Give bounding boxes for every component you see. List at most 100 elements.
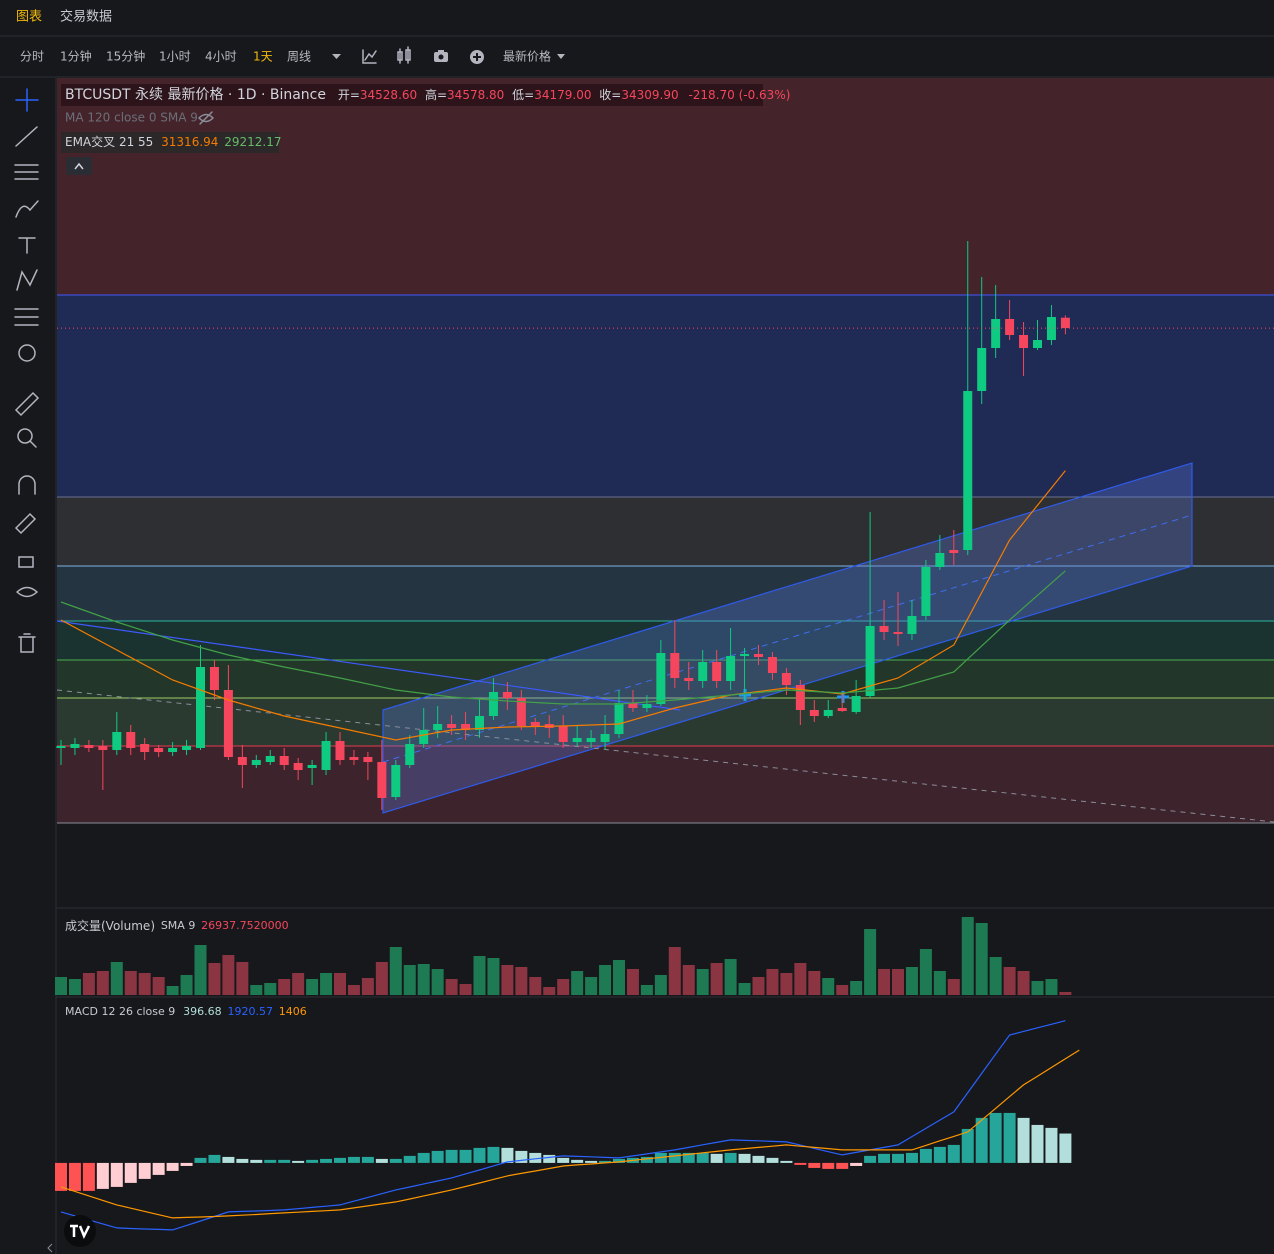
hide-icon[interactable] xyxy=(198,111,215,125)
candle-body xyxy=(154,748,164,752)
volume-bar xyxy=(989,957,1002,995)
volume-bar xyxy=(515,967,528,995)
volume-bar xyxy=(543,987,556,995)
tab[interactable]: 交易数据 xyxy=(60,9,112,25)
volume-bar xyxy=(585,977,598,995)
add-icon[interactable] xyxy=(470,50,484,64)
camera-icon[interactable] xyxy=(434,50,448,62)
candle-body xyxy=(1005,319,1015,335)
interval[interactable]: 周线 xyxy=(287,50,311,64)
candle-body xyxy=(223,690,233,757)
macd-histogram xyxy=(138,1162,151,1179)
candle-body xyxy=(168,748,178,752)
candle-body xyxy=(977,348,987,391)
candle-body xyxy=(461,724,471,730)
volume-bar xyxy=(417,964,430,995)
pattern-tool[interactable] xyxy=(16,269,38,291)
interval[interactable]: 15分钟 xyxy=(106,49,145,64)
candle-body xyxy=(851,696,861,712)
emoji-tool[interactable] xyxy=(18,344,36,362)
candle-body xyxy=(879,626,889,632)
lock-draw-tool[interactable] xyxy=(14,512,37,535)
volume-bar xyxy=(1003,967,1016,995)
crosshair-tool[interactable] xyxy=(15,88,39,112)
brush-tool[interactable] xyxy=(15,200,39,218)
volume-bar xyxy=(905,967,918,995)
signal-value: 1406 xyxy=(279,1005,307,1018)
macd-histogram xyxy=(961,1128,974,1163)
macd-histogram xyxy=(599,1160,612,1163)
macd-histogram xyxy=(361,1156,374,1163)
volume-bar xyxy=(766,969,779,995)
macd-histogram xyxy=(989,1112,1002,1163)
volume-bar xyxy=(557,979,570,995)
tab[interactable]: 图表 xyxy=(16,10,42,25)
volume-bar xyxy=(1059,992,1072,995)
chart-type-icon[interactable] xyxy=(397,46,411,64)
volume-bar xyxy=(654,975,667,995)
ohlc-value: 34179.00 xyxy=(534,88,591,102)
macd-histogram xyxy=(375,1158,388,1163)
interval[interactable]: 分时 xyxy=(20,50,44,64)
macd-histogram xyxy=(557,1157,570,1163)
zoom-tool[interactable] xyxy=(17,428,33,444)
volume-bar xyxy=(264,983,277,995)
indicator-icon[interactable] xyxy=(362,49,377,64)
dropdown-arrow[interactable] xyxy=(557,54,565,59)
macd-histogram xyxy=(236,1158,249,1163)
macd-title: MACD 12 26 close 9 xyxy=(65,1005,175,1018)
candle-body xyxy=(795,685,805,710)
macd-histogram xyxy=(738,1153,751,1163)
macd-histogram xyxy=(878,1153,891,1163)
candle-body xyxy=(628,703,638,708)
volume-bar xyxy=(822,978,835,995)
ruler-tool[interactable] xyxy=(14,391,40,417)
macd-histogram xyxy=(403,1155,416,1163)
macd-histogram xyxy=(417,1152,430,1163)
collapse-icon[interactable] xyxy=(74,162,84,170)
price-type[interactable]: 最新价格 xyxy=(503,49,551,64)
volume-bar xyxy=(459,984,472,995)
interval[interactable]: 1分钟 xyxy=(60,49,92,64)
macd-value: 1920.57 xyxy=(227,1005,273,1018)
lock-tool[interactable] xyxy=(18,556,34,568)
logo xyxy=(64,1215,96,1247)
candle-body xyxy=(963,391,973,550)
macd-histogram xyxy=(752,1155,765,1163)
volume-bar xyxy=(696,969,709,995)
volume-bar xyxy=(975,923,988,995)
macd-histogram xyxy=(487,1146,500,1163)
delete-tool[interactable] xyxy=(18,633,36,653)
interval[interactable]: 4小时 xyxy=(205,50,237,64)
volume-bar xyxy=(961,917,974,995)
volume-bar xyxy=(1017,971,1030,995)
collapse-button[interactable] xyxy=(66,157,92,175)
candle-body xyxy=(433,724,443,730)
scroll-arrow[interactable] xyxy=(47,1243,53,1253)
volume-bar xyxy=(738,983,751,995)
macd-histogram xyxy=(320,1158,333,1163)
volume-bar xyxy=(947,979,960,995)
candle-body xyxy=(823,710,833,716)
interval[interactable]: 1天 xyxy=(253,50,273,64)
text-tool[interactable] xyxy=(18,237,36,254)
candle-body xyxy=(586,738,596,742)
ma-label: MA 120 close 0 SMA 9 xyxy=(65,111,198,125)
macd-histogram xyxy=(389,1158,402,1163)
macd-histogram xyxy=(222,1156,235,1163)
macd-histogram xyxy=(850,1162,863,1166)
measure-tool[interactable] xyxy=(14,308,39,326)
dropdown-arrow[interactable] xyxy=(332,54,341,59)
macd-histogram xyxy=(613,1158,625,1163)
visibility-tool[interactable] xyxy=(16,586,39,598)
candle-body xyxy=(293,763,303,770)
interval[interactable]: 1小时 xyxy=(159,50,191,64)
macd-histogram xyxy=(864,1155,877,1163)
macd-histogram xyxy=(347,1156,360,1163)
macd-histogram xyxy=(543,1154,556,1163)
magnet-tool[interactable] xyxy=(18,475,36,495)
fib-tool[interactable] xyxy=(14,164,39,180)
volume-bar xyxy=(878,969,891,995)
volume-bar xyxy=(110,962,123,995)
line-tool[interactable] xyxy=(15,126,38,147)
